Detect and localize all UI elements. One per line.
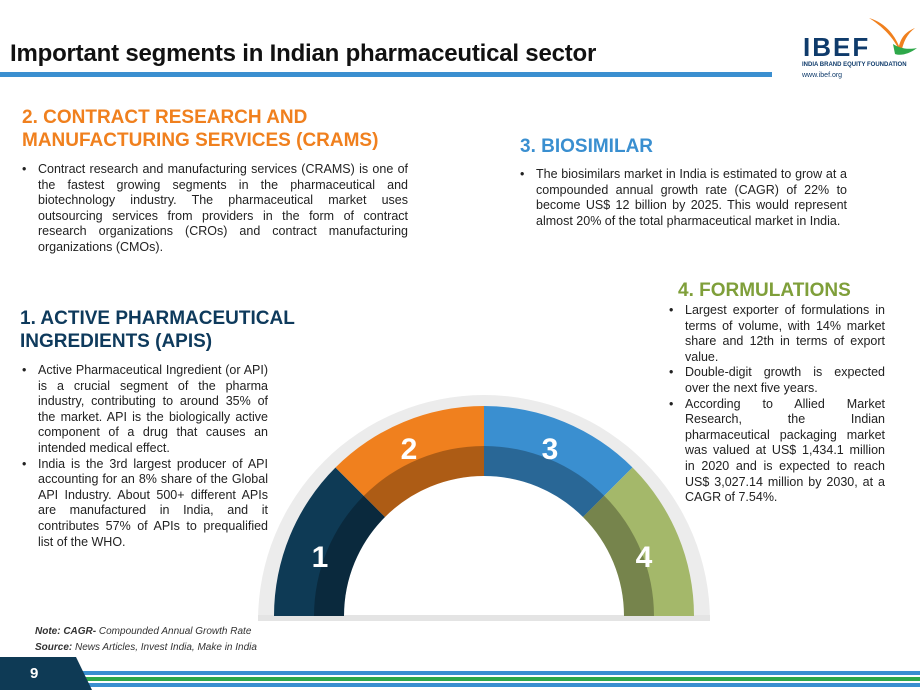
logo-subtitle: INDIA BRAND EQUITY FOUNDATION [802,62,907,68]
segments-gauge: 1 2 3 4 [258,395,710,621]
list-item: Double-digit growth is expected over the… [667,365,885,396]
gauge-segment-2 [335,406,484,517]
formulations-bullets: Largest exporter of formulations in term… [667,303,885,506]
note-line: Note: CAGR- Compounded Annual Growth Rat… [35,626,251,637]
biosimilar-bullets: The biosimilars market in India is estim… [518,167,847,229]
gauge-label-2: 2 [401,433,418,466]
source-text: News Articles, Invest India, Make in Ind… [72,642,257,653]
source-label: Source: [35,642,73,653]
crams-heading-line2: MANUFACTURING SERVICES (CRAMS) [22,130,379,151]
source-line: Source: News Articles, Invest India, Mak… [35,642,257,653]
biosimilar-heading: 3. BIOSIMILAR [520,136,654,157]
crams-heading: 2. CONTRACT RESEARCH AND MANUFACTURING S… [22,106,378,152]
gauge-segment-1 [274,467,385,616]
gauge-label-1: 1 [312,541,329,574]
list-item: India is the 3rd largest producer of API… [20,457,268,551]
list-item: The biosimilars market in India is estim… [518,167,847,229]
list-item: Active Pharmaceutical Ingredient (or API… [20,363,268,457]
footer-stripe-blue [0,671,920,675]
gauge-segment-4 [583,467,694,616]
crams-heading-line1: 2. CONTRACT RESEARCH AND [22,107,308,128]
page-title: Important segments in Indian pharmaceuti… [10,40,597,67]
bird-logo-icon [869,18,917,55]
gauge-label-4: 4 [636,541,653,574]
gauge-label-3: 3 [542,433,559,466]
list-item: Largest exporter of formulations in term… [667,303,885,365]
footer-stripe-green [0,677,920,681]
crams-bullets: Contract research and manufacturing serv… [20,162,408,256]
apis-heading-line1: 1. ACTIVE PHARMACEUTICAL [20,308,295,329]
logo-url: www.ibef.org [802,72,843,79]
page-number-tab [0,657,92,690]
note-label: Note: CAGR- [35,626,97,637]
logo-name: IBEF [803,32,871,62]
formulations-heading: 4. FORMULATIONS [678,280,851,301]
list-item: Contract research and manufacturing serv… [20,162,408,256]
gauge-base [258,615,710,621]
gauge-inner-shadow [314,446,654,616]
page-number: 9 [30,665,39,682]
footer-bar [0,657,920,690]
apis-heading: 1. ACTIVE PHARMACEUTICAL INGREDIENTS (AP… [20,307,295,353]
apis-heading-line2: INGREDIENTS (APIS) [20,331,213,352]
title-underline [0,72,772,77]
gauge-segment-3 [484,406,633,517]
list-item: According to Allied Market Research, the… [667,397,885,506]
apis-bullets: Active Pharmaceutical Ingredient (or API… [20,363,268,550]
ibef-logo: IBEF INDIA BRAND EQUITY FOUNDATION www.i… [795,14,920,86]
footer-stripe-blue-2 [0,683,920,687]
note-text: Compounded Annual Growth Rate [96,626,252,637]
